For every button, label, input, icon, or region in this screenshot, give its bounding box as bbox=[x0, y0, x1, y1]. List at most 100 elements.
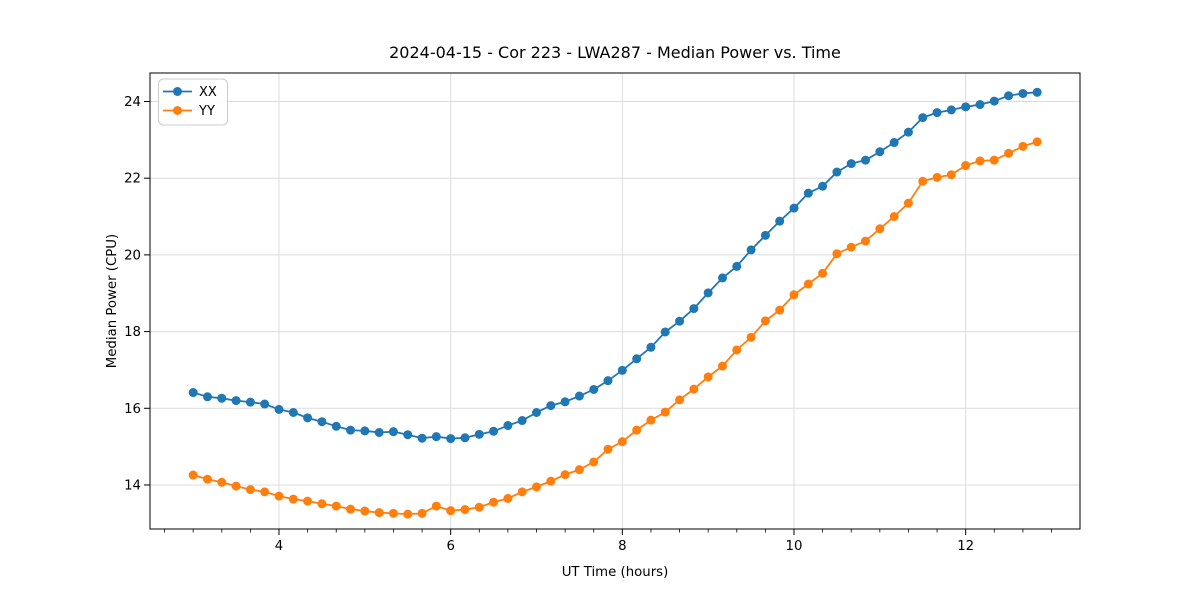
data-point-yy bbox=[260, 487, 270, 497]
data-point-xx bbox=[875, 147, 885, 157]
y-tick-label: 16 bbox=[124, 402, 141, 417]
data-point-yy bbox=[832, 249, 842, 259]
data-point-xx bbox=[846, 159, 856, 169]
data-point-xx bbox=[646, 342, 656, 352]
data-point-xx bbox=[431, 432, 441, 442]
data-point-yy bbox=[460, 505, 470, 515]
data-point-xx bbox=[188, 388, 198, 398]
data-point-yy bbox=[1032, 137, 1042, 147]
data-point-yy bbox=[417, 508, 427, 518]
data-point-yy bbox=[288, 494, 298, 504]
data-point-xx bbox=[303, 413, 313, 423]
data-point-yy bbox=[303, 496, 313, 506]
data-point-xx bbox=[274, 404, 284, 414]
data-point-yy bbox=[517, 487, 527, 497]
data-point-xx bbox=[231, 396, 241, 406]
data-point-xx bbox=[932, 108, 942, 118]
data-point-xx bbox=[889, 138, 899, 148]
data-point-yy bbox=[632, 425, 642, 435]
legend-label-xx: XX bbox=[199, 85, 217, 100]
data-point-xx bbox=[961, 102, 971, 112]
data-point-yy bbox=[746, 332, 756, 342]
data-point-yy bbox=[803, 279, 813, 289]
data-point-xx bbox=[803, 188, 813, 198]
axis-ticks bbox=[144, 100, 1052, 535]
data-point-yy bbox=[846, 242, 856, 252]
data-point-xx bbox=[989, 96, 999, 106]
data-point-xx bbox=[331, 421, 341, 431]
data-point-yy bbox=[789, 290, 799, 300]
data-point-yy bbox=[818, 268, 828, 278]
data-point-yy bbox=[274, 491, 284, 501]
data-point-xx bbox=[245, 397, 255, 407]
data-point-xx bbox=[689, 304, 699, 314]
data-point-xx bbox=[832, 167, 842, 177]
axis-tick-labels: 4 6 8 10 12 14 16 18 20 22 24 bbox=[124, 95, 974, 554]
data-point-xx bbox=[346, 425, 356, 435]
data-point-yy bbox=[489, 497, 499, 507]
data-point-yy bbox=[346, 504, 356, 514]
data-point-yy bbox=[1004, 148, 1014, 158]
data-point-xx bbox=[417, 433, 427, 443]
data-point-yy bbox=[245, 485, 255, 495]
data-point-yy bbox=[560, 470, 570, 480]
data-point-yy bbox=[574, 465, 584, 475]
x-tick-label: 4 bbox=[275, 539, 283, 554]
data-point-xx bbox=[489, 426, 499, 436]
series-line-yy bbox=[192, 140, 1038, 516]
data-point-yy bbox=[431, 501, 441, 511]
data-point-xx bbox=[1004, 91, 1014, 101]
legend: XX YY bbox=[158, 78, 228, 126]
x-tick-label: 6 bbox=[446, 539, 454, 554]
data-point-yy bbox=[188, 470, 198, 480]
x-tick-label: 12 bbox=[957, 539, 974, 554]
data-point-yy bbox=[889, 212, 899, 222]
data-point-xx bbox=[203, 392, 213, 402]
data-point-xx bbox=[446, 434, 456, 444]
series-line-xx bbox=[192, 91, 1038, 440]
data-point-yy bbox=[1018, 141, 1028, 151]
data-point-xx bbox=[574, 391, 584, 401]
data-point-yy bbox=[532, 482, 542, 492]
legend-box bbox=[158, 78, 228, 126]
legend-label-yy: YY bbox=[198, 104, 215, 119]
data-point-yy bbox=[217, 477, 227, 487]
data-point-xx bbox=[374, 427, 384, 437]
y-tick-label: 14 bbox=[124, 478, 141, 493]
data-point-yy bbox=[975, 156, 985, 166]
y-tick-label: 22 bbox=[124, 172, 141, 187]
data-point-xx bbox=[946, 105, 956, 115]
data-point-yy bbox=[918, 176, 928, 186]
data-point-xx bbox=[632, 354, 642, 364]
data-point-xx bbox=[589, 384, 599, 394]
data-point-xx bbox=[517, 416, 527, 426]
data-point-yy bbox=[403, 509, 413, 519]
data-point-xx bbox=[775, 216, 785, 226]
data-point-xx bbox=[1018, 88, 1028, 98]
legend-marker-xx-icon bbox=[173, 87, 182, 96]
plot-area-border bbox=[149, 72, 1081, 530]
y-tick-label: 24 bbox=[124, 95, 141, 110]
data-point-yy bbox=[503, 493, 513, 503]
data-point-xx bbox=[288, 407, 298, 417]
data-point-xx bbox=[560, 397, 570, 407]
data-point-xx bbox=[732, 261, 742, 271]
data-point-yy bbox=[388, 508, 398, 518]
data-point-xx bbox=[546, 401, 556, 411]
data-point-xx bbox=[317, 417, 327, 427]
data-point-xx bbox=[703, 288, 713, 298]
data-point-xx bbox=[388, 427, 398, 437]
data-point-yy bbox=[617, 437, 627, 447]
data-point-yy bbox=[989, 155, 999, 165]
data-point-yy bbox=[660, 407, 670, 417]
data-point-yy bbox=[474, 502, 484, 512]
data-point-xx bbox=[260, 399, 270, 409]
data-point-yy bbox=[760, 316, 770, 326]
data-point-yy bbox=[875, 224, 885, 234]
data-point-yy bbox=[689, 384, 699, 394]
data-point-yy bbox=[961, 161, 971, 171]
data-point-yy bbox=[732, 345, 742, 355]
data-point-yy bbox=[446, 506, 456, 516]
data-point-yy bbox=[203, 474, 213, 484]
